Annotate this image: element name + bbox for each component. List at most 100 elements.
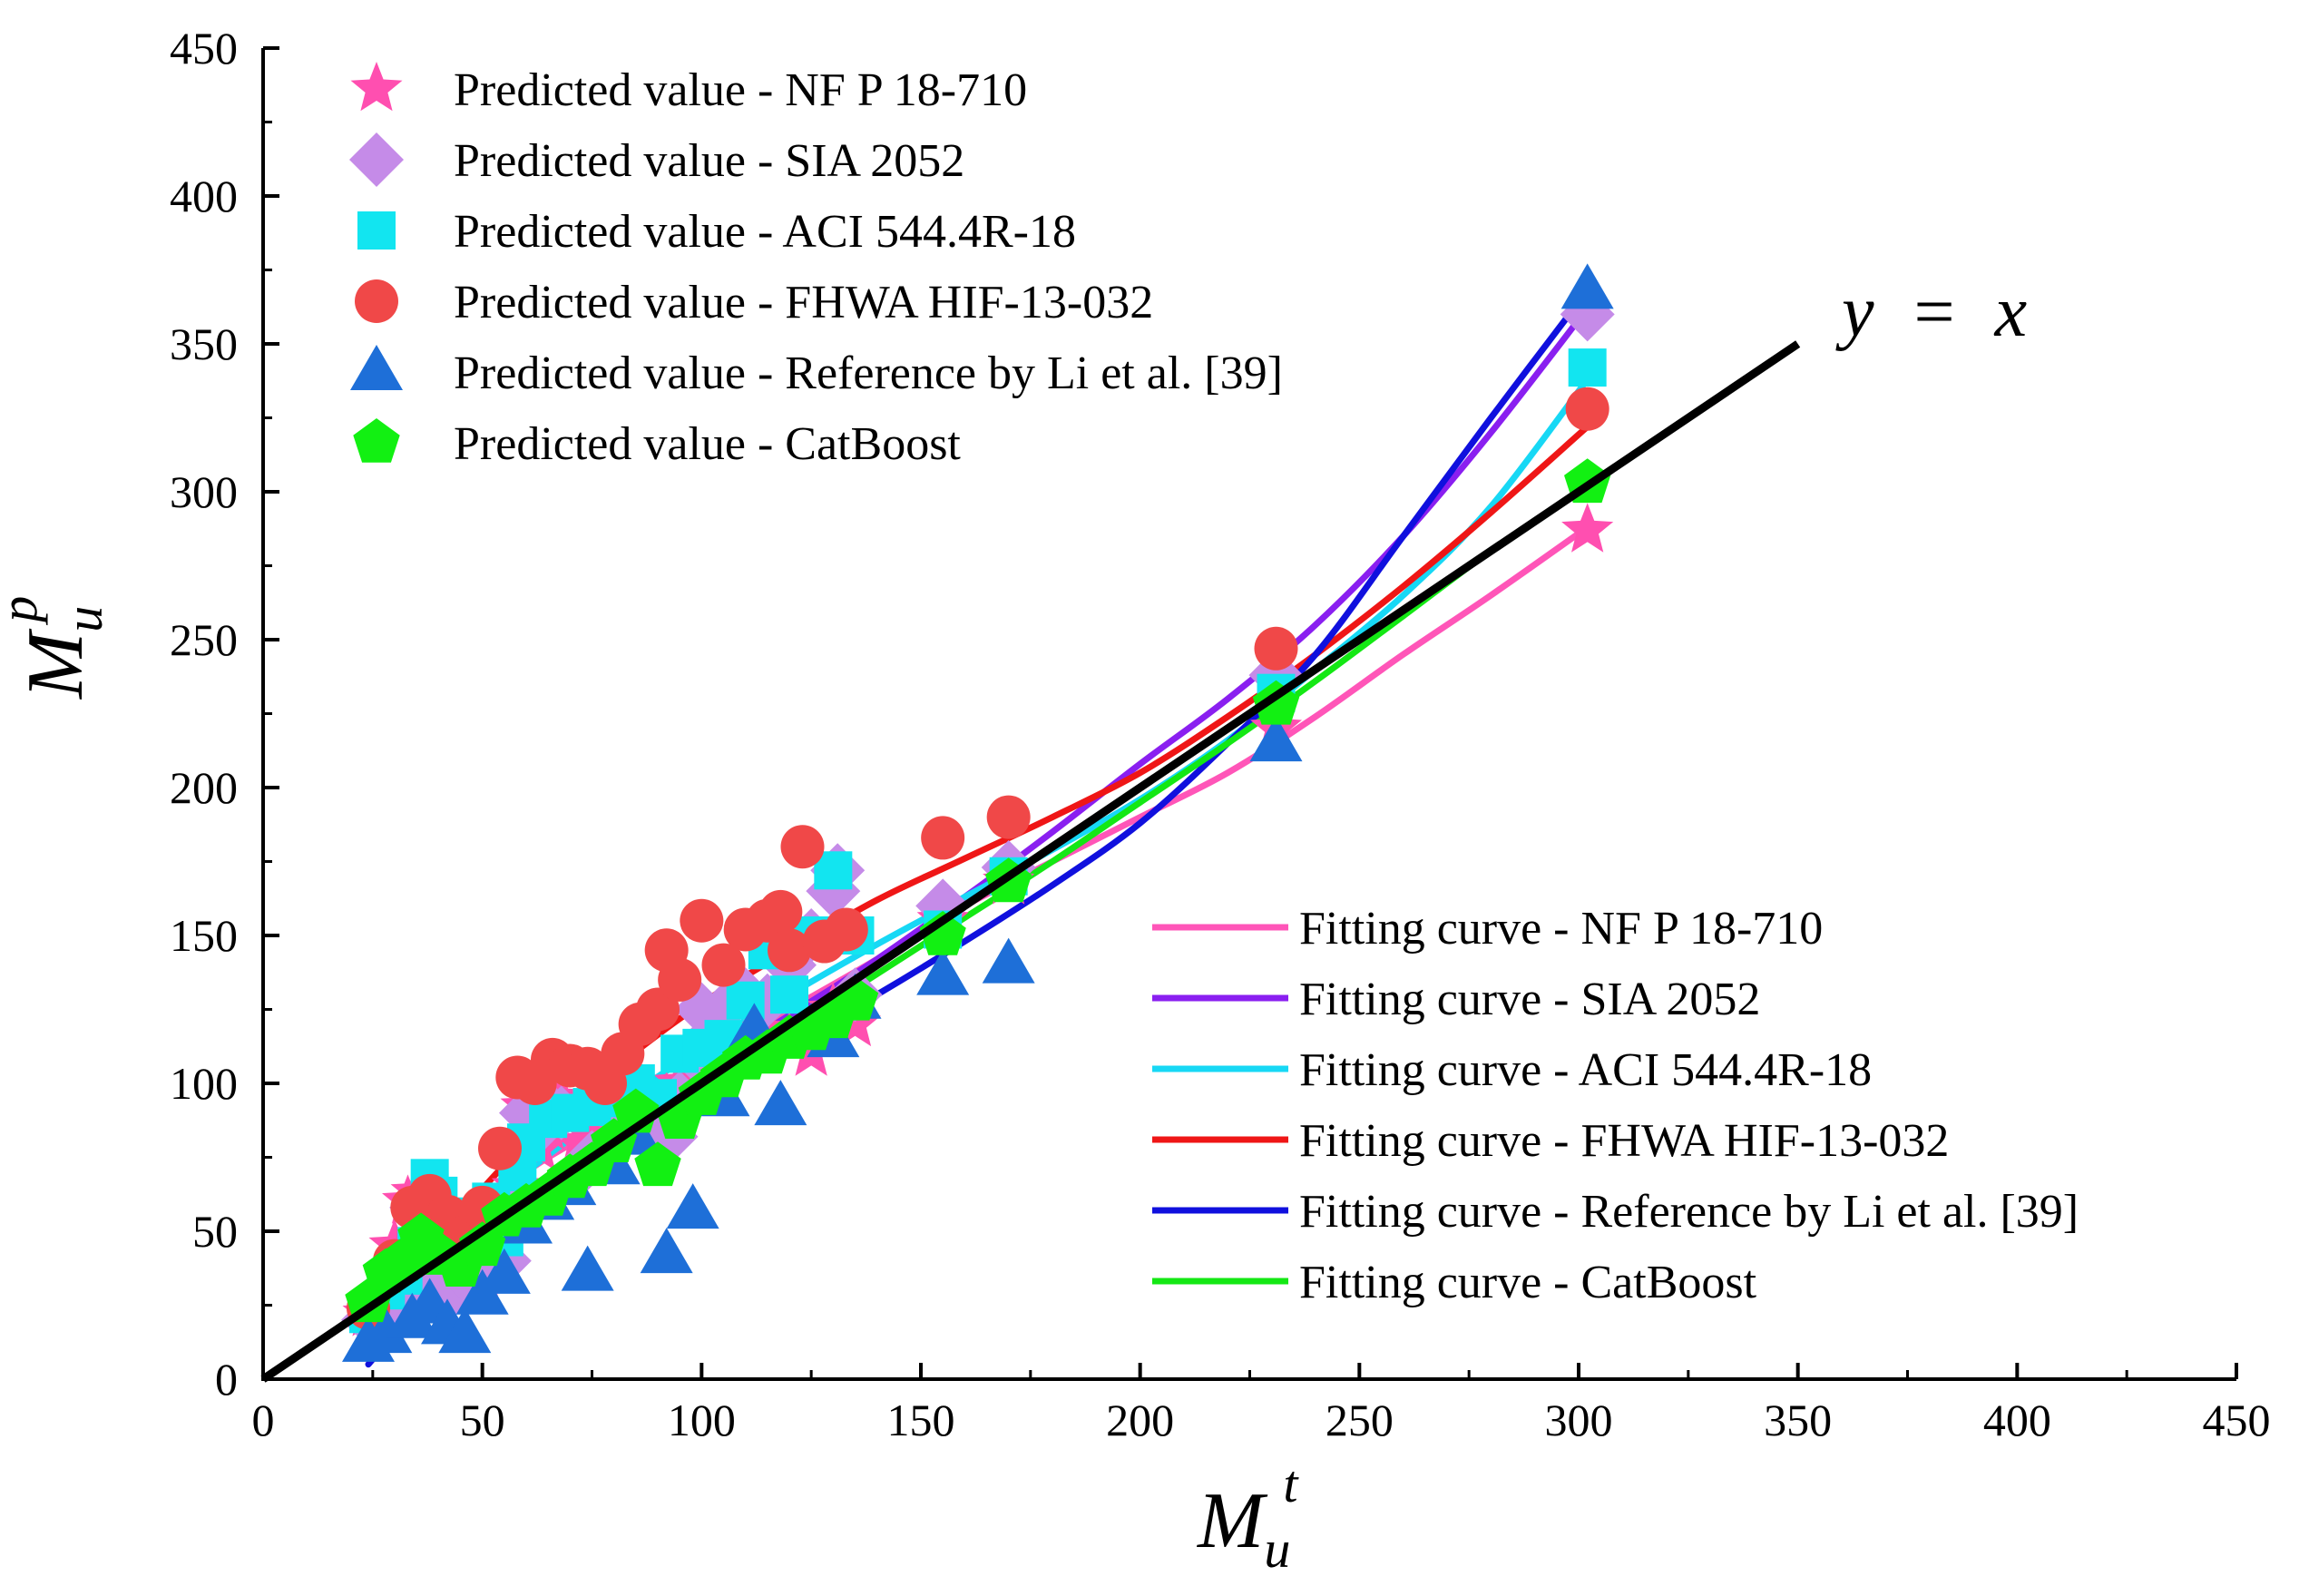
data-point-triangle [359, 1307, 413, 1354]
x-tick-label: 200 [1106, 1395, 1174, 1445]
legend-item-fitting: Fitting curve - ACI 544.4R-18 [1152, 1044, 1872, 1096]
y-tick-label: 400 [170, 171, 238, 221]
x-tick-label: 350 [1764, 1395, 1832, 1445]
legend-label: Predicted value - ACI 544.4R-18 [454, 206, 1076, 258]
plot-area [260, 263, 1801, 1383]
legend-item-predicted: Predicted value - NF P 18-710 [350, 62, 1027, 116]
data-point-square [1568, 348, 1607, 387]
data-point-circle [680, 898, 724, 943]
data-point-circle [768, 928, 811, 973]
legend-item-fitting: Fitting curve - Reference by Li et al. [… [1152, 1186, 2079, 1238]
legend-label: Fitting curve - CatBoost [1299, 1257, 1757, 1308]
x-tick-label: 0 [252, 1395, 275, 1445]
axes: 0 50 100 150 200 250 300 350 400 450 0 50 100 150 200… [170, 23, 2271, 1445]
x-tick-label: 150 [887, 1395, 955, 1445]
y-tick-label: 250 [170, 614, 238, 665]
x-tick-label: 100 [668, 1395, 736, 1445]
y-axis-ticks: 0 50 100 150 200 250 300 350 400 450 [170, 23, 279, 1405]
legend-item-predicted: Predicted value - ACI 544.4R-18 [357, 206, 1076, 258]
data-point-circle [921, 816, 965, 860]
data-point-circle [701, 943, 746, 987]
data-point-triangle [754, 1080, 807, 1126]
data-point-square [770, 975, 808, 1014]
legend-label: Fitting curve - ACI 544.4R-18 [1299, 1044, 1872, 1096]
data-point-star [553, 1115, 605, 1165]
legend-item-predicted: Predicted value - CatBoost [353, 418, 961, 470]
data-point-circle [986, 795, 1031, 839]
y-tick-label: 350 [170, 318, 238, 369]
y-axis-title-sub: u [54, 606, 113, 632]
ref-label-eq: = [1914, 272, 1955, 352]
legend-label: Predicted value - FHWA HIF-13-032 [454, 277, 1153, 328]
data-point-circle [780, 825, 825, 869]
y-tick-label: 150 [170, 910, 238, 961]
data-point-triangle [1249, 716, 1303, 762]
data-point-circle [1254, 626, 1298, 671]
x-axis-title-main: M [1196, 1477, 1268, 1565]
legend-predicted: Predicted value - NF P 18-710 Predicted v… [349, 62, 1283, 470]
legend-fitting: Fitting curve - NF P 18-710 Fitting curve… [1152, 903, 2079, 1308]
data-point-triangle [561, 1245, 614, 1291]
legend-label: Fitting curve - FHWA HIF-13-032 [1299, 1115, 1949, 1167]
x-tick-label: 300 [1545, 1395, 1613, 1445]
data-point-triangle [477, 1248, 531, 1294]
ref-label-y: y [1835, 272, 1874, 352]
reference-line-y-equals-x [260, 340, 1801, 1383]
legend-item-fitting: Fitting curve - NF P 18-710 [1152, 903, 1823, 955]
legend-label: Predicted value - NF P 18-710 [454, 64, 1027, 116]
reference-line-label: y = x [1835, 272, 2027, 352]
x-tick-label: 50 [460, 1395, 505, 1445]
fit-curve-square [365, 376, 1591, 1324]
legend-label: Fitting curve - NF P 18-710 [1299, 903, 1823, 955]
data-point-triangle [640, 1228, 693, 1274]
y-tick-label: 200 [170, 762, 238, 813]
data-point-star [1561, 503, 1614, 553]
legend-label: Predicted value - SIA 2052 [454, 135, 964, 187]
x-axis-ticks: 0 50 100 150 200 250 300 350 400 450 [252, 1363, 2271, 1445]
y-axis-title-sup: p [0, 596, 48, 626]
legend-label: Predicted value - Reference by Li et al.… [454, 348, 1283, 399]
legend-label: Fitting curve - SIA 2052 [1299, 974, 1760, 1025]
data-point-circle [824, 907, 868, 952]
data-point-triangle [982, 937, 1035, 984]
x-tick-label: 450 [2203, 1395, 2271, 1445]
legend-marker-circle [355, 279, 398, 323]
y-tick-label: 450 [170, 23, 238, 73]
data-point-triangle [438, 1307, 492, 1354]
legend-item-fitting: Fitting curve - SIA 2052 [1152, 974, 1760, 1025]
data-point-pentagon [919, 911, 966, 955]
legend-marker-triangle [350, 345, 403, 390]
legend-item-predicted: Predicted value - SIA 2052 [349, 132, 964, 187]
legend-label: Predicted value - CatBoost [454, 418, 961, 470]
legend-item-predicted: Predicted value - FHWA HIF-13-032 [355, 277, 1153, 328]
data-point-triangle [666, 1183, 719, 1229]
legend-item-fitting: Fitting curve - FHWA HIF-13-032 [1152, 1115, 1949, 1167]
x-tick-label: 250 [1326, 1395, 1394, 1445]
ref-label-x: x [1994, 272, 2028, 352]
x-axis-title-sub: u [1264, 1520, 1290, 1579]
legend-label: Fitting curve - Reference by Li et al. [… [1299, 1186, 2079, 1238]
data-point-circle [1565, 387, 1609, 431]
data-point-pentagon [634, 1141, 681, 1187]
legend-marker-diamond [349, 132, 404, 187]
legend-item-predicted: Predicted value - Reference by Li et al.… [350, 345, 1283, 399]
legend-marker-square [357, 211, 396, 250]
legend-item-fitting: Fitting curve - CatBoost [1152, 1257, 1757, 1308]
data-point-circle [658, 957, 702, 1002]
y-tick-label: 0 [215, 1354, 238, 1405]
legend-marker-star [350, 62, 403, 112]
x-tick-label: 400 [1983, 1395, 2051, 1445]
y-tick-label: 100 [170, 1058, 238, 1109]
y-tick-label: 300 [170, 466, 238, 517]
x-axis-title-sup: t [1283, 1454, 1299, 1513]
data-point-circle [478, 1126, 522, 1170]
legend-marker-pentagon [353, 418, 400, 463]
data-point-circle [758, 889, 803, 934]
data-point-triangle [1560, 263, 1614, 309]
series-points-pentagon [345, 458, 1611, 1323]
data-point-triangle [916, 949, 970, 995]
scatter-points [341, 263, 1615, 1362]
x-axis-title: Mut [1196, 1454, 1299, 1579]
y-axis-title-main: M [12, 628, 100, 700]
